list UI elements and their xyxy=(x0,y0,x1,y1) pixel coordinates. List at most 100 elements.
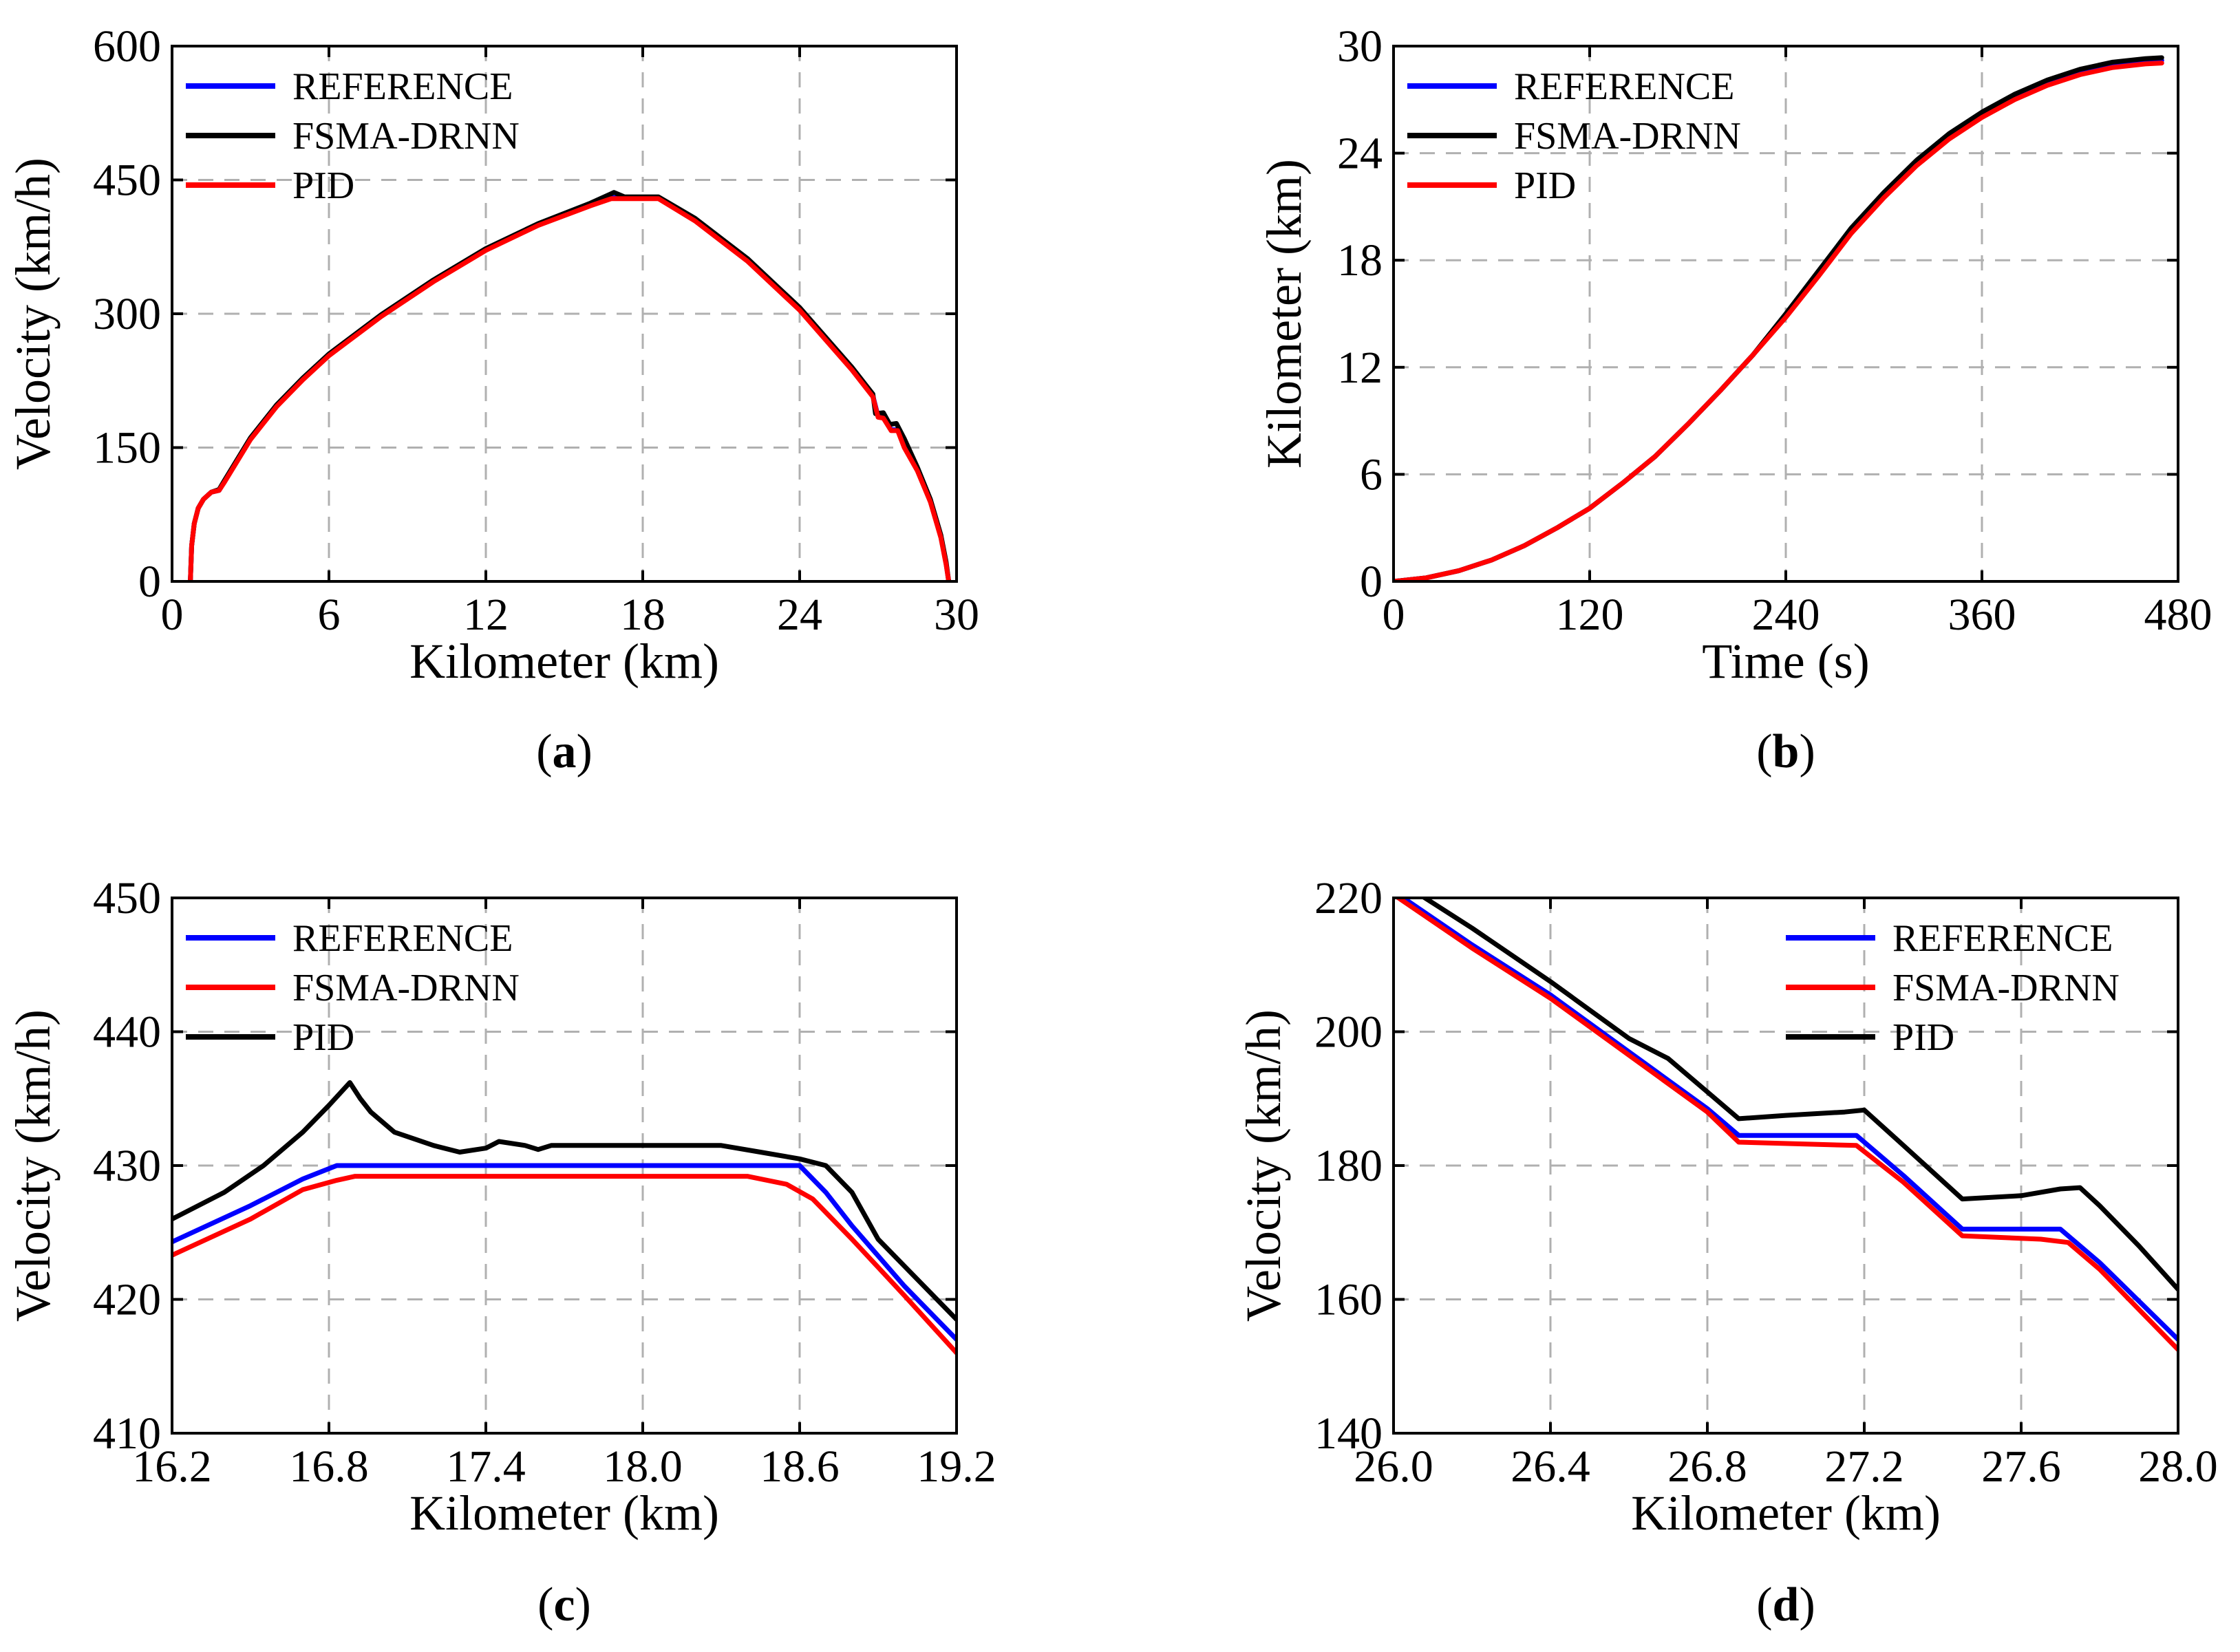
x-tick-label: 120 xyxy=(1556,590,1624,640)
legend: REFERENCE FSMA-DRNN PID xyxy=(186,917,520,1059)
chart-panel-c: 16.2 16.8 17.4 18.0 18.6 19.2 410 420 430 440 450 K… xyxy=(6,873,996,1631)
y-tick-label: 30 xyxy=(1337,21,1383,72)
x-tick-label: 26.0 xyxy=(1354,1441,1433,1492)
y-tick-label: 220 xyxy=(1314,873,1383,923)
legend-label: REFERENCE xyxy=(1514,65,1734,108)
y-axis-label: Velocity (km/h) xyxy=(6,1009,61,1322)
x-tick-label: 27.2 xyxy=(1824,1441,1904,1492)
series-line-fsma-drnn xyxy=(1394,55,2164,581)
x-axis-label: Kilometer (km) xyxy=(409,634,719,689)
series-line-pid xyxy=(1394,61,2164,581)
series-line-pid xyxy=(1420,898,2178,1292)
series-line-reference xyxy=(1399,898,2178,1342)
x-tick-label: 26.8 xyxy=(1667,1441,1747,1492)
y-tick-label: 0 xyxy=(1360,557,1383,607)
y-tick-label: 18 xyxy=(1337,235,1383,286)
legend: REFERENCE FSMA-DRNN PID xyxy=(186,65,520,207)
y-tick-label: 430 xyxy=(93,1141,161,1191)
x-tick-label: 28.0 xyxy=(2138,1441,2218,1492)
y-tick-label: 140 xyxy=(1314,1408,1383,1459)
x-tick-label: 30 xyxy=(934,590,979,640)
caption-close: ) xyxy=(1799,1578,1815,1631)
legend-label: REFERENCE xyxy=(292,65,513,108)
y-tick-label: 24 xyxy=(1337,129,1383,179)
x-axis-label: Kilometer (km) xyxy=(1631,1485,1941,1541)
y-tick-label: 450 xyxy=(93,155,161,206)
y-axis-label: Kilometer (km) xyxy=(1257,159,1312,469)
panel-caption: (d) xyxy=(1756,1578,1815,1631)
panel-caption: (b) xyxy=(1756,725,1815,778)
panel-caption: (a) xyxy=(536,725,593,778)
x-tick-label: 16.2 xyxy=(132,1441,212,1492)
y-tick-label: 440 xyxy=(93,1007,161,1058)
x-tick-label: 27.6 xyxy=(1981,1441,2061,1492)
series-line-reference xyxy=(188,195,952,581)
y-axis-label: Velocity (km/h) xyxy=(6,158,61,470)
x-tick-label: 18 xyxy=(620,590,665,640)
legend: REFERENCE FSMA-DRNN PID xyxy=(1786,917,2120,1059)
y-tick-label: 160 xyxy=(1314,1275,1383,1325)
caption-open: ( xyxy=(1756,725,1772,778)
legend-label: REFERENCE xyxy=(292,917,513,960)
series-line-fsma-drnn xyxy=(188,190,952,581)
x-tick-label: 26.4 xyxy=(1511,1441,1590,1492)
series-line-pid xyxy=(172,1080,957,1322)
x-axis-label: Kilometer (km) xyxy=(409,1485,719,1541)
legend-label: FSMA-DRNN xyxy=(292,967,520,1009)
y-tick-label: 180 xyxy=(1314,1141,1383,1191)
x-tick-label: 6 xyxy=(318,590,341,640)
legend-label: PID xyxy=(1514,164,1576,207)
x-tick-label: 19.2 xyxy=(917,1441,996,1492)
series-line-fsma-drnn xyxy=(172,1174,957,1355)
caption-close: ) xyxy=(577,725,593,778)
x-tick-label: 18.6 xyxy=(760,1441,840,1492)
caption-label: c xyxy=(553,1578,575,1631)
x-tick-label: 0 xyxy=(1383,590,1405,640)
legend-label: PID xyxy=(1892,1016,1954,1059)
legend-label: PID xyxy=(292,1016,354,1059)
x-tick-label: 0 xyxy=(161,590,184,640)
x-tick-label: 360 xyxy=(1948,590,2016,640)
x-axis-label: Time (s) xyxy=(1702,634,1869,689)
caption-close: ) xyxy=(575,1578,591,1631)
y-tick-label: 420 xyxy=(93,1275,161,1325)
series-line-pid xyxy=(188,196,952,581)
x-tick-label: 17.4 xyxy=(446,1441,526,1492)
y-axis-label: Velocity (km/h) xyxy=(1236,1009,1291,1322)
x-tick-label: 480 xyxy=(2144,590,2212,640)
legend-label: PID xyxy=(292,164,354,207)
x-tick-label: 240 xyxy=(1752,590,1820,640)
caption-open: ( xyxy=(537,1578,553,1631)
legend-label: FSMA-DRNN xyxy=(1892,967,2120,1009)
y-tick-label: 6 xyxy=(1360,449,1383,500)
legend: REFERENCE FSMA-DRNN PID xyxy=(1407,65,1741,207)
y-tick-label: 200 xyxy=(1314,1007,1383,1058)
caption-open: ( xyxy=(536,725,552,778)
caption-label: a xyxy=(553,725,577,778)
legend-label: FSMA-DRNN xyxy=(1514,115,1741,158)
y-tick-label: 410 xyxy=(93,1408,161,1459)
x-tick-label: 18.0 xyxy=(603,1441,683,1492)
y-tick-label: 0 xyxy=(138,557,161,607)
chart-panel-d: 26.0 26.4 26.8 27.2 27.6 28.0 140 160 180 200 220 K… xyxy=(1236,873,2218,1631)
caption-open: ( xyxy=(1756,1578,1772,1631)
series-line-fsma-drnn xyxy=(1394,898,2178,1352)
x-tick-label: 16.8 xyxy=(289,1441,369,1492)
caption-close: ) xyxy=(1799,725,1815,778)
series-line-reference xyxy=(172,1163,957,1342)
y-tick-label: 300 xyxy=(93,289,161,339)
legend-label: REFERENCE xyxy=(1892,917,2113,960)
caption-label: d xyxy=(1773,1578,1800,1631)
y-tick-label: 150 xyxy=(93,423,161,473)
caption-label: b xyxy=(1773,725,1800,778)
chart-panel-b: 0 120 240 360 480 0 6 12 18 24 30 Time (s) Kilometer… xyxy=(1257,21,2212,778)
x-tick-label: 24 xyxy=(777,590,822,640)
y-tick-label: 12 xyxy=(1337,343,1383,393)
x-tick-label: 12 xyxy=(463,590,509,640)
legend-label: FSMA-DRNN xyxy=(292,115,520,158)
panel-caption: (c) xyxy=(537,1578,591,1631)
y-tick-label: 600 xyxy=(93,21,161,72)
y-tick-label: 450 xyxy=(93,873,161,923)
